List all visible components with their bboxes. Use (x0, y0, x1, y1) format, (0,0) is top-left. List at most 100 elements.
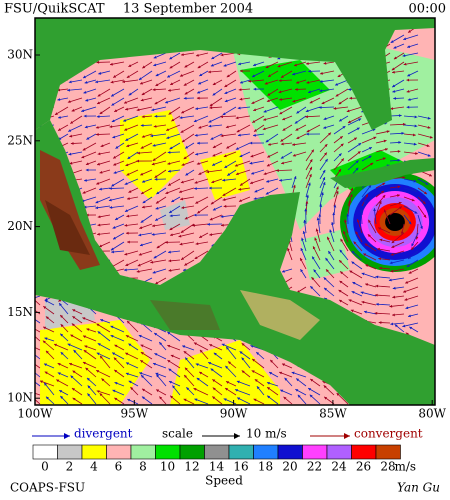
arrowhead (193, 342, 197, 346)
arrowhead (156, 191, 160, 195)
arrowhead (391, 245, 395, 248)
arrowhead (71, 108, 75, 112)
arrowhead (250, 181, 253, 185)
arrowhead (323, 126, 327, 129)
arrowhead (198, 81, 202, 85)
arrowhead (180, 130, 184, 133)
arrowhead (151, 108, 155, 112)
arrowhead (127, 240, 130, 244)
arrowhead (210, 137, 214, 140)
arrowhead (114, 381, 118, 385)
arrowhead (315, 228, 319, 232)
arrowhead (124, 209, 128, 212)
wind-vector (35, 319, 41, 324)
arrowhead (125, 107, 129, 111)
colorbar-swatch (351, 444, 377, 460)
arrowhead (183, 351, 187, 354)
arrowhead (341, 158, 344, 162)
arrowhead (212, 163, 216, 166)
arrowhead (115, 145, 119, 149)
arrowhead (194, 133, 198, 137)
colorbar-swatch (253, 444, 279, 460)
arrowhead (406, 78, 410, 82)
arrowhead (197, 210, 201, 214)
arrowhead (169, 214, 173, 218)
arrowhead (184, 91, 188, 95)
arrowhead (339, 280, 343, 284)
arrowhead (379, 238, 383, 242)
arrowhead (361, 300, 365, 304)
wind-vector (347, 142, 362, 153)
arrowhead (398, 114, 402, 118)
arrowhead (60, 324, 64, 328)
arrowhead (141, 205, 145, 209)
land (330, 158, 435, 188)
map-frame (34, 17, 436, 406)
arrowhead (223, 398, 227, 402)
arrowhead (282, 117, 286, 121)
colorbar-swatch (106, 444, 132, 460)
source: FSU/QuikSCAT (4, 2, 105, 17)
arrowhead (293, 176, 297, 180)
arrowhead (85, 98, 89, 102)
arrowhead (313, 269, 317, 273)
arrowhead (152, 143, 156, 147)
arrowhead (127, 320, 130, 324)
wind-vector (347, 150, 361, 162)
arrowhead (352, 282, 356, 285)
arrowhead (154, 175, 158, 178)
arrowhead (238, 187, 242, 191)
arrowhead (329, 229, 333, 233)
arrowhead (220, 134, 224, 138)
arrowhead (168, 368, 172, 372)
arrowhead (84, 345, 88, 349)
arrowhead (113, 357, 117, 361)
arrowhead (398, 206, 402, 210)
arrowhead (99, 244, 103, 248)
arrowhead (27, 124, 30, 127)
arrowhead (402, 122, 406, 126)
arrowhead (344, 433, 350, 439)
arrowhead (97, 162, 100, 166)
arrowhead (96, 60, 100, 64)
arrowhead (338, 289, 342, 293)
arrowhead (414, 210, 418, 214)
arrowhead (383, 209, 387, 213)
arrowhead (97, 152, 101, 156)
arrowhead (310, 286, 314, 290)
arrowhead (208, 70, 211, 74)
arrowhead (59, 390, 63, 393)
arrowhead (169, 227, 173, 230)
arrowhead (239, 351, 243, 355)
wind-vector (373, 208, 377, 225)
arrowhead (339, 136, 343, 139)
arrowhead (332, 212, 336, 216)
arrowhead (390, 252, 394, 256)
arrowhead (397, 150, 401, 153)
arrowhead (282, 363, 286, 367)
colorbar-tick: 2 (66, 460, 74, 474)
arrowhead (60, 352, 64, 355)
arrowhead (209, 217, 213, 221)
arrowhead (250, 154, 254, 158)
arrowhead (54, 343, 58, 347)
arrowhead (384, 148, 388, 151)
arrowhead (171, 118, 175, 122)
arrowhead (423, 214, 427, 218)
arrowhead (97, 223, 101, 227)
arrowhead (168, 250, 171, 254)
arrowhead (324, 152, 327, 156)
arrowhead (111, 102, 115, 106)
arrowhead (169, 65, 173, 69)
arrowhead (124, 182, 128, 185)
arrowhead (179, 242, 183, 246)
arrowhead (407, 45, 411, 48)
wind-vector (35, 347, 41, 351)
arrowhead (368, 184, 372, 188)
arrowhead (169, 56, 173, 60)
arrowhead (279, 371, 283, 375)
arrowhead (328, 250, 331, 254)
arrowhead (197, 90, 201, 94)
arrowhead (60, 395, 64, 399)
arrowhead (263, 118, 267, 121)
